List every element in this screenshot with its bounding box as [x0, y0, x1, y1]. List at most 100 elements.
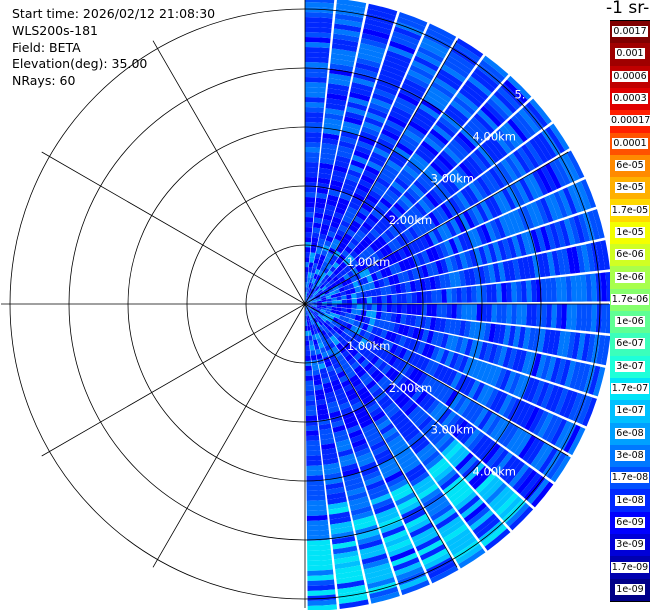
ppi-data-cell: [498, 496, 522, 520]
ppi-data-cell: [335, 342, 344, 350]
ppi-data-cell: [307, 564, 333, 571]
ppi-data-cell: [466, 506, 491, 527]
ppi-data-cell: [312, 262, 318, 269]
ppi-data-cell: [313, 258, 320, 264]
ppi-data-cell: [547, 329, 556, 355]
ppi-data-cell: [312, 364, 319, 371]
ppi-data-cell: [332, 545, 358, 555]
ppi-data-cell: [322, 245, 330, 252]
ppi-data-cell: [326, 301, 332, 304]
ppi-data-cell: [418, 393, 433, 409]
ppi-data-cell: [343, 116, 363, 126]
ppi-data-cell: [493, 324, 501, 344]
ppi-data-cell: [350, 197, 363, 207]
ppi-data-cell: [486, 284, 492, 303]
ppi-data-cell: [305, 0, 335, 4]
ppi-data-cell: [507, 259, 516, 281]
ppi-data-cell: [554, 420, 572, 448]
ppi-data-cell: [566, 150, 585, 179]
ppi-data-cell: [351, 304, 357, 309]
ppi-data-cell: [347, 491, 368, 502]
ppi-data-cell: [343, 415, 357, 425]
ppi-data-cell: [320, 152, 336, 160]
ppi-data-cell: [375, 347, 385, 358]
ppi-data-cell: [466, 120, 488, 141]
ppi-data-cell: [330, 58, 355, 67]
ppi-data-cell: [482, 479, 504, 501]
ppi-data-cell: [368, 317, 376, 326]
ppi-data-cell: [311, 237, 319, 244]
ppi-data-cell: [310, 319, 314, 325]
ppi-data-cell: [492, 132, 512, 155]
colorbar-tick-label: 6e-08: [615, 427, 645, 439]
ppi-data-cell: [454, 452, 474, 472]
ppi-data-cell: [333, 211, 344, 220]
ppi-data-cell: [432, 382, 446, 399]
ppi-data-cell: [362, 28, 390, 40]
colorbar-tick-label: 6e-09: [615, 516, 645, 528]
ppi-data-cell: [305, 262, 310, 268]
ppi-data-cell: [363, 23, 392, 36]
ppi-data-cell: [352, 192, 366, 203]
ppi-data-cell: [376, 137, 395, 150]
ppi-data-cell: [371, 387, 384, 399]
ppi-data-cell: [306, 305, 311, 309]
ppi-data-cell: [420, 140, 439, 157]
ppi-data-cell: [436, 153, 454, 171]
ppi-data-cell: [306, 494, 326, 501]
ppi-data-cell: [402, 459, 421, 474]
ppi-data-cell: [313, 217, 323, 224]
ppi-data-cell: [306, 435, 320, 441]
ppi-data-cell: [396, 142, 414, 156]
colorbar-tick-label: 3e-09: [615, 539, 645, 551]
ppi-data-cell: [350, 433, 365, 444]
ppi-data-cell: [379, 197, 393, 209]
ppi-data-cell: [358, 135, 376, 147]
ppi-data-cell: [343, 273, 350, 281]
ppi-data-cell: [324, 240, 332, 248]
ppi-data-cell: [356, 529, 380, 541]
ppi-data-cell: [530, 229, 542, 253]
ppi-data-cell: [308, 320, 312, 326]
ppi-data-cell: [350, 159, 366, 170]
ppi-data-cell: [336, 579, 365, 590]
ppi-data-cell: [492, 164, 510, 187]
ppi-data-cell: [416, 341, 426, 355]
ppi-data-cell: [411, 254, 421, 267]
ppi-data-cell: [313, 273, 318, 280]
ppi-data-cell: [360, 174, 375, 185]
ppi-data-cell: [346, 486, 366, 497]
colorbar-tick-label: 3e-08: [615, 450, 645, 461]
ppi-data-cell: [401, 304, 407, 314]
ppi-data-cell: [338, 589, 367, 600]
ppi-data-cell: [461, 400, 476, 419]
ppi-data-cell: [419, 543, 446, 561]
ppi-data-cell: [521, 304, 527, 326]
ppi-data-cell: [349, 250, 359, 259]
ppi-data-cell: [315, 333, 321, 340]
ppi-data-cell: [430, 565, 459, 584]
ppi-data-cell: [507, 211, 521, 234]
ppi-data-cell: [478, 322, 487, 341]
ppi-data-cell: [307, 325, 311, 331]
ppi-data-cell: [323, 274, 330, 281]
ppi-data-cell: [355, 309, 362, 316]
ppi-data-cell: [334, 288, 341, 294]
ppi-data-cell: [424, 316, 432, 330]
ppi-data-cell: [340, 331, 348, 339]
ppi-data-cell: [364, 116, 384, 128]
ppi-data-cell: [305, 202, 315, 208]
ppi-data-cell: [480, 105, 502, 127]
ppi-data-cell: [341, 321, 348, 328]
ppi-data-cell: [350, 86, 372, 98]
ppi-data-cell: [383, 124, 403, 137]
ppi-data-cell: [401, 245, 412, 258]
ppi-data-cell: [516, 350, 528, 373]
ppi-data-cell: [337, 283, 344, 289]
ppi-data-cell: [326, 199, 338, 207]
ppi-data-cell: [434, 432, 452, 450]
ppi-data-cell: [326, 251, 334, 259]
ppi-data-cell: [336, 3, 366, 13]
ppi-data-cell: [305, 72, 328, 79]
ppi-data-cell: [367, 365, 378, 376]
